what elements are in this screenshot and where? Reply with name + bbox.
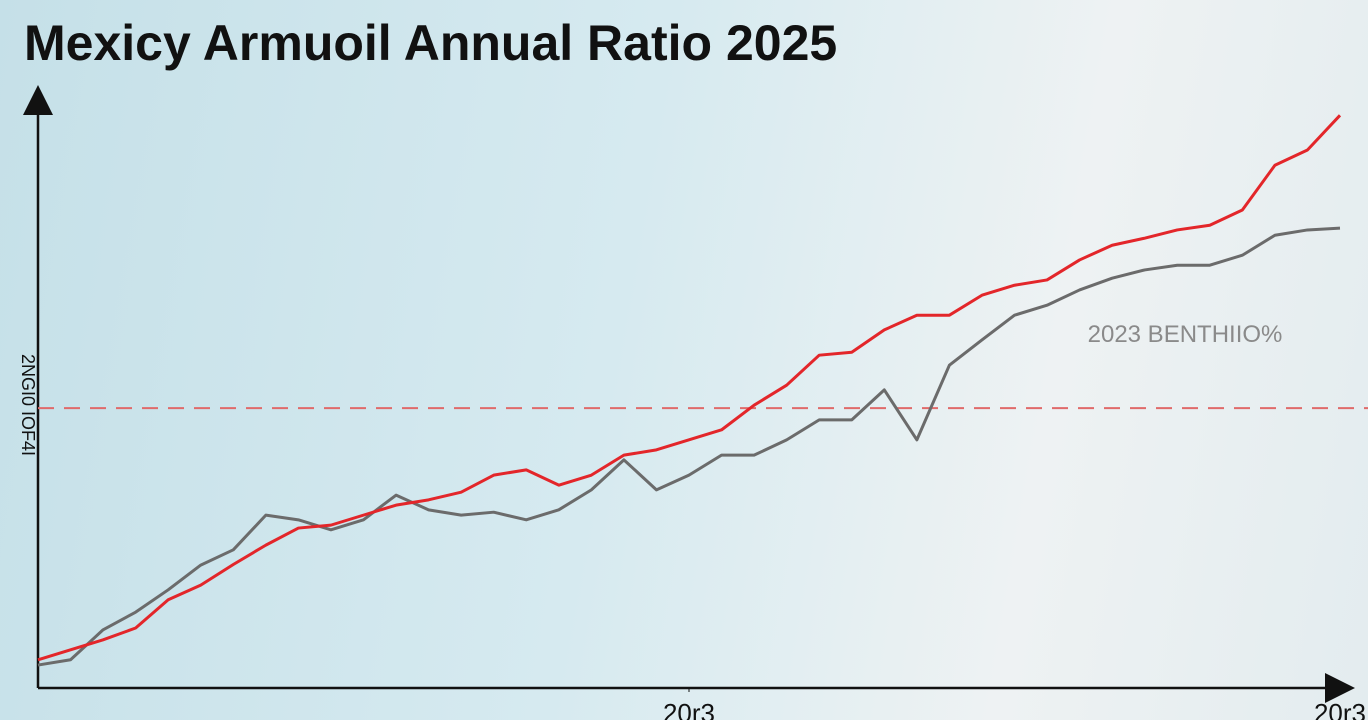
series-line: [37, 226, 1341, 667]
chart-title: Mexicy Armuoil Annual Ratio 2025: [24, 15, 837, 71]
annotation: 2023 BENTHIIO%: [1088, 321, 1283, 348]
series-line: [37, 114, 1342, 662]
y-axis-label: 2NGI0 IOF4I: [18, 354, 38, 456]
x-tick-label: 20r3: [663, 698, 715, 720]
x-tick-label: 20r3: [1314, 698, 1366, 720]
